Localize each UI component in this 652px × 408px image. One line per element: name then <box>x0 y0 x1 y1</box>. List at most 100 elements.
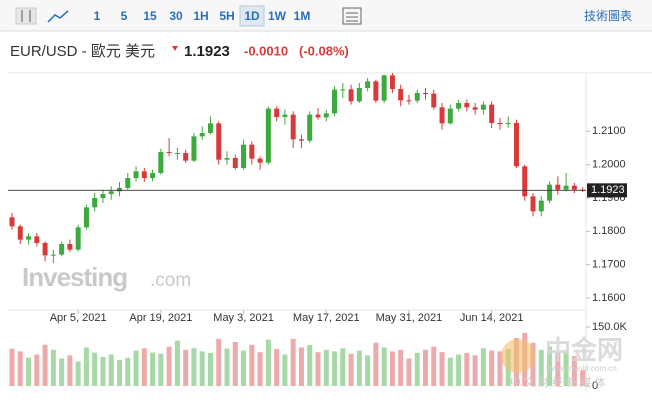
candle-body <box>166 152 172 153</box>
candle-icon[interactable] <box>15 7 37 25</box>
change: -0.0010 <box>244 43 288 58</box>
volume-bar <box>356 350 362 386</box>
toolbar <box>0 0 652 31</box>
volume-bar <box>34 354 40 386</box>
volume-bar <box>406 358 412 386</box>
interval-button[interactable]: 1H <box>193 9 208 23</box>
watermark-tagline: 中 文 财 经 新 媒 体 <box>510 375 605 389</box>
down-arrow <box>172 46 178 51</box>
candle-body <box>274 108 280 117</box>
table-icon[interactable] <box>342 7 362 25</box>
volume-bar <box>265 339 271 386</box>
candle-body <box>83 207 89 228</box>
active-interval <box>239 5 265 27</box>
interval-button[interactable]: 15 <box>143 9 157 23</box>
volume-bar <box>315 352 321 386</box>
interval-button[interactable]: 30 <box>169 9 183 23</box>
candle-body <box>34 236 40 243</box>
volume-bar <box>323 349 329 386</box>
candle-body <box>92 198 98 208</box>
volume-bar <box>298 347 304 386</box>
x-tick-label: May 17, 2021 <box>293 312 360 324</box>
candle-body <box>150 173 156 178</box>
interval-button[interactable]: 5H <box>219 9 234 23</box>
volume-bar <box>497 351 503 386</box>
volume-bar <box>348 353 354 386</box>
volume-bar <box>9 348 15 386</box>
candle-body <box>505 123 511 124</box>
candle-body <box>447 108 453 124</box>
candle-body <box>332 89 338 114</box>
volume-bar <box>423 349 428 386</box>
watermark-logo: 中金网 <box>545 335 623 365</box>
volume-bar <box>373 342 379 386</box>
candle-body <box>389 75 395 89</box>
y-tick-label: 1.2000 <box>592 159 626 171</box>
candle-body <box>398 89 404 101</box>
volume-bar <box>232 341 238 386</box>
candle-body <box>406 100 412 102</box>
x-tick-label: Apr 19, 2021 <box>129 312 192 324</box>
candle-body <box>191 136 197 161</box>
watermark-url: www.cngold.com.cn <box>545 364 617 373</box>
interval-button[interactable]: 1 <box>94 9 101 23</box>
volume-bar <box>439 352 445 386</box>
line-icon[interactable] <box>47 10 69 23</box>
volume-bar <box>75 361 81 386</box>
chart-link[interactable]: 技術圖表 <box>584 9 632 23</box>
x-tick-label: Apr 5, 2021 <box>50 312 107 324</box>
candle-body <box>59 244 65 255</box>
candle-body <box>530 196 536 212</box>
volume-bar <box>158 353 164 386</box>
last-price-box <box>587 183 627 198</box>
volume-bar <box>125 357 131 386</box>
y-tick-label: 1.1700 <box>592 259 626 271</box>
volume-bar <box>224 348 230 386</box>
volume-bar <box>207 352 213 386</box>
interval-button[interactable]: 5 <box>121 9 128 23</box>
volume-bar <box>216 338 222 386</box>
logo-mark <box>501 339 535 373</box>
candle-body <box>207 123 213 133</box>
interval-button[interactable]: 1M <box>294 9 311 23</box>
candle-body <box>307 114 313 141</box>
candle-body <box>67 244 73 250</box>
volume-bar <box>141 348 147 386</box>
candle-body <box>431 93 437 108</box>
volume-bar <box>166 346 172 386</box>
interval-button[interactable]: 1W <box>268 9 287 23</box>
volume-bar <box>340 348 346 386</box>
volume-bar <box>282 354 288 386</box>
volume-bar <box>150 352 156 386</box>
y-tick-label: 1.1600 <box>592 292 626 304</box>
watermark-suffix: .com <box>150 270 191 291</box>
y2-tick-label: 150.0K <box>592 321 628 333</box>
last-price-label: 1.1923 <box>591 184 625 196</box>
volume-bar <box>555 352 561 386</box>
interval-buttons: 1 5 15 30 1H 5H 1D 1W 1M <box>94 5 311 27</box>
candle-body <box>26 236 32 240</box>
candle-body <box>497 123 503 124</box>
volume-bar <box>108 354 114 386</box>
candle-body <box>199 133 205 137</box>
volume-bar <box>307 345 313 386</box>
volume-bar <box>547 346 553 386</box>
volume-bar <box>389 351 395 386</box>
volume-bar <box>257 352 263 386</box>
volume-bar <box>332 351 338 386</box>
candle-body <box>265 108 271 163</box>
candle-body <box>340 89 346 91</box>
interval-button[interactable]: 1D <box>244 9 260 23</box>
volume-bar <box>117 360 123 386</box>
volume-bar <box>447 357 453 386</box>
y2-tick-label: 0 <box>592 380 598 392</box>
candle-body <box>42 243 48 256</box>
x-tick-label: Jun 14, 2021 <box>460 312 524 324</box>
candle-body <box>17 226 23 240</box>
candle-body <box>423 93 428 94</box>
candle-body <box>365 81 371 88</box>
volume-bar <box>174 340 180 386</box>
icon-frame <box>342 7 362 25</box>
